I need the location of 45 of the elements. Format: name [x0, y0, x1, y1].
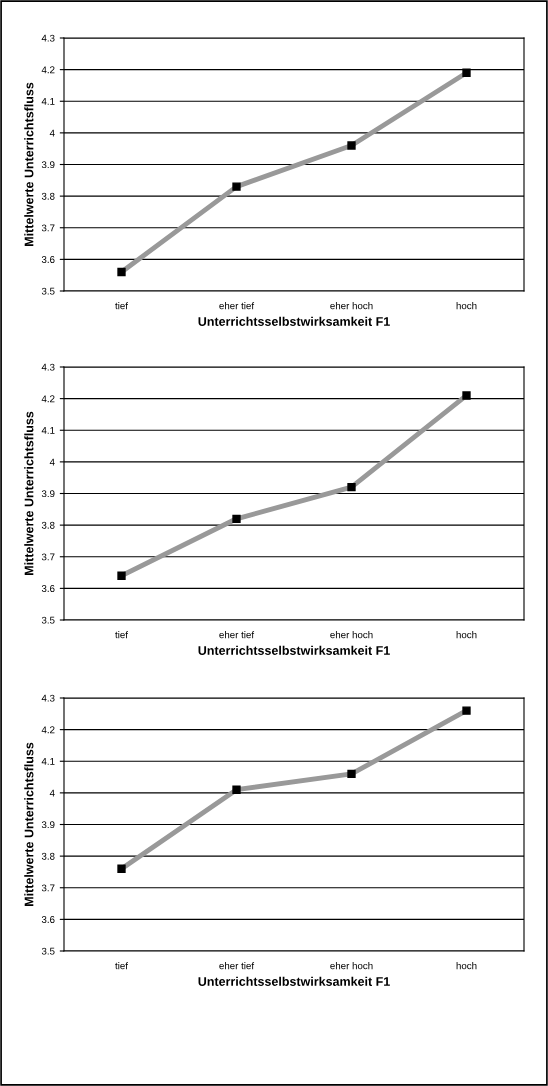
y-tick-label: 3.8	[41, 852, 55, 860]
x-tick-label: eher hoch	[330, 962, 373, 970]
y-tick-label: 4.1	[41, 98, 55, 105]
y-tick-label: 3.7	[41, 224, 55, 232]
y-tick-label: 4.3	[41, 34, 55, 42]
x-tick-label: eher tief	[219, 962, 255, 970]
x-tick-label: eher hoch	[330, 631, 373, 639]
y-tick-label: 3.9	[41, 821, 55, 829]
y-axis-title: Mittelwerte Unterrichtsfluss	[24, 411, 34, 575]
x-tick-label: tief	[115, 962, 128, 970]
y-tick-label: 3.5	[41, 287, 55, 295]
y-tick-label: 4.2	[41, 395, 55, 403]
x-tick-label: hoch	[456, 631, 477, 639]
y-tick-label: 3.8	[41, 192, 55, 200]
y-tick-label: 4.2	[41, 726, 55, 734]
y-axis-title: Mittelwerte Unterrichtsfluss	[24, 742, 34, 906]
y-tick-label: 3.5	[41, 616, 55, 624]
y-tick-label: 4.1	[41, 427, 55, 434]
y-tick-label: 4.3	[41, 363, 55, 371]
x-tick-label: eher hoch	[330, 302, 373, 310]
x-tick-label: eher tief	[219, 302, 255, 310]
y-tick-label: 3.7	[41, 884, 55, 892]
x-axis-title: Unterrichtsselbstwirksamkeit F1	[198, 645, 390, 655]
y-tick-label: 3.7	[41, 553, 55, 561]
y-tick-label: 3.6	[41, 585, 55, 592]
y-tick-label: 4	[49, 789, 55, 797]
y-tick-label: 3.6	[41, 256, 55, 263]
y-tick-label: 3.9	[41, 490, 55, 498]
x-tick-label: tief	[115, 631, 128, 639]
y-axis-title: Mittelwerte Unterrichtsfluss	[24, 82, 34, 246]
x-axis-title: Unterrichtsselbstwirksamkeit F1	[198, 316, 390, 326]
y-tick-label: 4.3	[41, 694, 55, 702]
x-tick-label: hoch	[456, 962, 477, 970]
y-tick-label: 3.8	[41, 521, 55, 529]
y-tick-label: 3.6	[41, 916, 55, 923]
y-tick-label: 4.1	[41, 758, 55, 765]
y-tick-label: 4.2	[41, 66, 55, 74]
x-tick-label: hoch	[456, 302, 477, 310]
y-tick-label: 3.5	[41, 947, 55, 955]
y-tick-label: 3.9	[41, 161, 55, 169]
x-tick-label: tief	[115, 302, 128, 310]
x-tick-label: eher tief	[219, 631, 255, 639]
x-axis-title: Unterrichtsselbstwirksamkeit F1	[198, 976, 390, 986]
y-tick-label: 4	[49, 458, 55, 466]
y-tick-label: 4	[49, 129, 55, 137]
